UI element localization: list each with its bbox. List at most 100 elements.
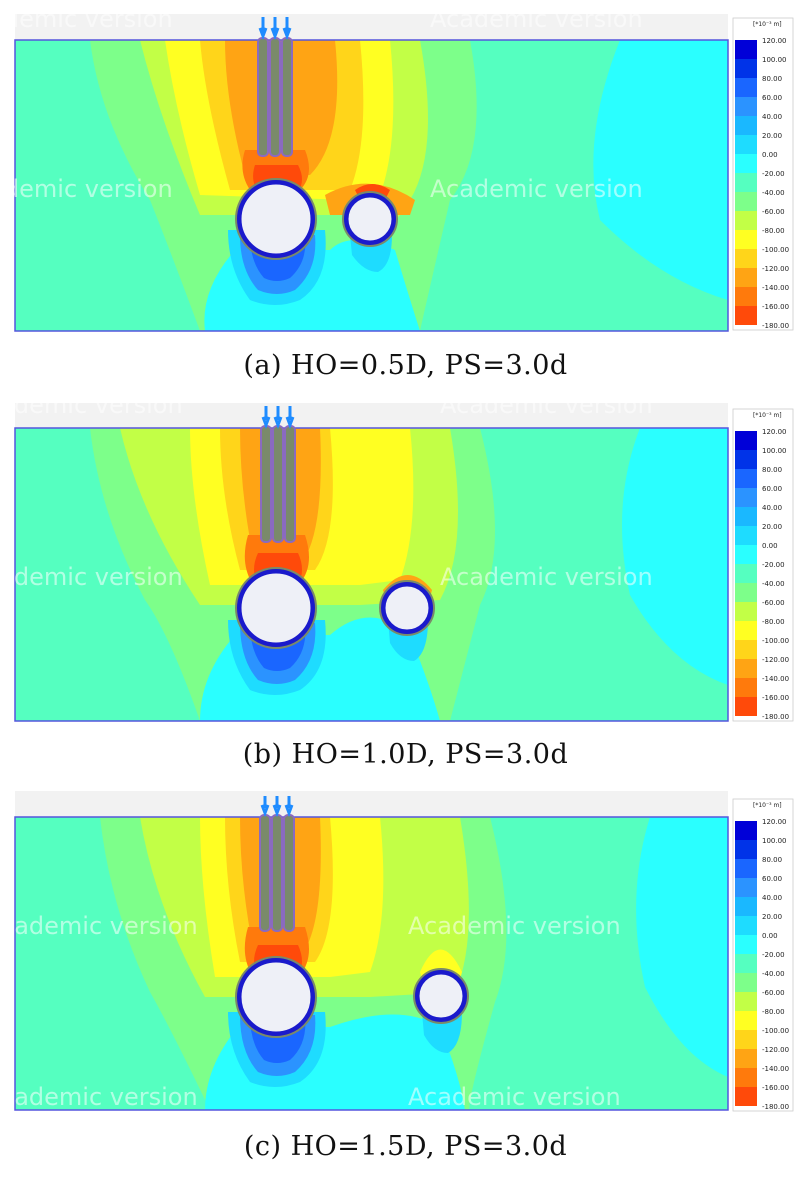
watermark: Academic version	[0, 5, 173, 33]
legend-swatch	[735, 192, 757, 211]
legend-tick: -60.00	[762, 989, 785, 997]
legend-swatch	[735, 659, 757, 678]
panel-caption-a: (a) HO=0.5D, PS=3.0d	[243, 350, 568, 381]
legend-tick: -180.00	[762, 322, 789, 330]
legend-swatch	[735, 697, 757, 716]
watermark: Academic version	[408, 1083, 621, 1111]
legend-swatch	[735, 211, 757, 230]
legend-tick: -100.00	[762, 637, 789, 645]
large-tunnel-b	[236, 568, 316, 648]
legend-b: [*10⁻³ m] 120.00 100.00 80.00 60.00 40.00 20.0…	[732, 408, 794, 722]
legend-swatch	[735, 268, 757, 287]
legend-tick: 40.00	[762, 504, 782, 512]
legend-tick: 0.00	[762, 151, 778, 159]
legend-swatch	[735, 973, 757, 992]
legend-swatch	[735, 78, 757, 97]
legend-tick: 60.00	[762, 94, 782, 102]
legend-tick: -20.00	[762, 951, 785, 959]
legend-tick: -160.00	[762, 694, 789, 702]
legend-tick: 100.00	[762, 56, 787, 64]
watermark: Academic version	[0, 395, 183, 419]
legend-swatch	[735, 1087, 757, 1106]
legend-tick: 20.00	[762, 913, 782, 921]
legend-swatch	[735, 431, 757, 450]
legend-unit: [*10⁻³ m]	[753, 802, 782, 809]
legend-swatch	[735, 621, 757, 640]
legend-unit: [*10⁻³ m]	[753, 412, 782, 419]
legend-tick: 120.00	[762, 818, 787, 826]
legend-tick: 80.00	[762, 856, 782, 864]
legend-swatch	[735, 154, 757, 173]
legend-tick: -140.00	[762, 1065, 789, 1073]
legend-tick: -40.00	[762, 970, 785, 978]
legend-tick: -180.00	[762, 1103, 789, 1111]
legend-tick: 120.00	[762, 37, 787, 45]
legend-tick: -40.00	[762, 580, 785, 588]
panel-caption-c: (c) HO=1.5D, PS=3.0d	[243, 1131, 568, 1162]
panel-caption-b: (b) HO=1.0D, PS=3.0d	[242, 739, 569, 770]
legend-swatch	[735, 306, 757, 325]
panel-c: Academic version Academic version Academ…	[0, 787, 811, 1182]
legend-swatch	[735, 564, 757, 583]
legend-swatch	[735, 97, 757, 116]
legend-tick: -180.00	[762, 713, 789, 721]
legend-tick: -140.00	[762, 284, 789, 292]
legend-swatch	[735, 287, 757, 306]
legend-swatch	[735, 859, 757, 878]
panel-a: Academic version Academic version Academ…	[0, 0, 811, 395]
legend-swatch	[735, 116, 757, 135]
legend-swatch	[735, 821, 757, 840]
legend-swatch	[735, 135, 757, 154]
legend-swatch	[735, 935, 757, 954]
legend-tick: 60.00	[762, 875, 782, 883]
watermark: Academic version	[440, 395, 653, 419]
legend-swatch	[735, 840, 757, 859]
legend-c: [*10⁻³ m] 120.00 100.00 80.00 60.00 40.00 20.0…	[732, 798, 794, 1112]
legend-swatch	[735, 59, 757, 78]
legend-tick: 0.00	[762, 542, 778, 550]
legend-tick: 100.00	[762, 447, 787, 455]
legend-swatch	[735, 602, 757, 621]
large-tunnel-c	[236, 957, 316, 1037]
legend-tick: -140.00	[762, 675, 789, 683]
watermark: Academic version	[430, 5, 643, 33]
watermark: Academic version	[408, 912, 621, 940]
pile-group-c	[259, 796, 295, 932]
legend-swatch	[735, 897, 757, 916]
legend-tick: -160.00	[762, 303, 789, 311]
legend-swatch	[735, 954, 757, 973]
legend-swatch	[735, 450, 757, 469]
legend-swatch	[735, 916, 757, 935]
legend-tick: 80.00	[762, 75, 782, 83]
legend-tick: 0.00	[762, 932, 778, 940]
small-tunnel-c	[414, 969, 468, 1023]
small-tunnel-a	[343, 192, 397, 246]
contour-field-c	[15, 817, 728, 1110]
legend-tick: 60.00	[762, 485, 782, 493]
legend-tick: -80.00	[762, 618, 785, 626]
watermark: Academic version	[0, 912, 198, 940]
legend-swatch	[735, 1030, 757, 1049]
pile-group-b	[260, 406, 296, 543]
contour-field-b	[15, 428, 728, 721]
watermark: Academic version	[430, 175, 643, 203]
legend-swatch	[735, 545, 757, 564]
legend-swatch	[735, 1068, 757, 1087]
watermark: Academic version	[440, 563, 653, 591]
legend-tick: -160.00	[762, 1084, 789, 1092]
legend-swatch	[735, 488, 757, 507]
legend-swatch	[735, 640, 757, 659]
legend-tick: -120.00	[762, 656, 789, 664]
legend-swatch	[735, 249, 757, 268]
legend-tick: 80.00	[762, 466, 782, 474]
legend-swatch	[735, 1049, 757, 1068]
legend-swatch	[735, 526, 757, 545]
legend-tick: -120.00	[762, 265, 789, 273]
pile-group-a	[257, 17, 293, 157]
legend-tick: -40.00	[762, 189, 785, 197]
legend-tick: -80.00	[762, 227, 785, 235]
legend-a: [*10⁻³ m] 120.00 100.00 80.00 60.00 40.00 20.0…	[732, 17, 794, 331]
legend-swatch	[735, 40, 757, 59]
legend-tick: 120.00	[762, 428, 787, 436]
legend-unit: [*10⁻³ m]	[753, 21, 782, 28]
